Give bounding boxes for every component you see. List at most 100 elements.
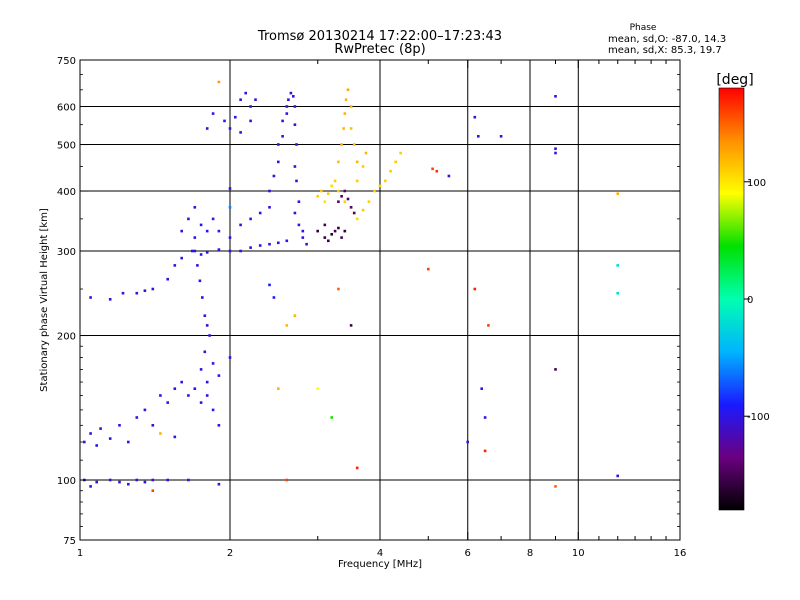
data-point (187, 394, 190, 397)
data-point (193, 387, 197, 390)
data-point (297, 223, 301, 227)
data-point (254, 98, 257, 101)
data-point (223, 119, 226, 123)
data-point (330, 233, 333, 236)
data-point (297, 200, 301, 203)
data-point (340, 143, 343, 146)
data-point (293, 123, 297, 126)
data-point (201, 296, 204, 299)
data-point (364, 151, 368, 155)
data-point (333, 229, 337, 233)
data-point (277, 387, 280, 390)
data-point (173, 387, 177, 390)
stats-line-x: mean, sd,X: 85.3, 19.7 (608, 45, 722, 56)
x-tick-label: 8 (527, 548, 533, 559)
y-axis-label: Stationary phase Virtual Height [km] (39, 208, 50, 392)
data-point (211, 112, 215, 115)
data-point (198, 279, 202, 283)
data-point (249, 217, 252, 221)
data-point (205, 251, 209, 254)
data-point (466, 440, 469, 444)
data-point (427, 267, 430, 271)
data-point (483, 449, 487, 453)
data-point (367, 200, 371, 203)
data-point (193, 236, 197, 239)
grid-lines (80, 60, 680, 540)
data-point (180, 229, 183, 233)
x-tick-label: 10 (572, 548, 585, 559)
data-point (361, 165, 365, 168)
data-point (554, 151, 557, 155)
data-point (293, 105, 297, 108)
data-point (316, 229, 319, 233)
data-point (285, 105, 289, 108)
data-point (343, 189, 347, 193)
data-point (108, 437, 112, 440)
data-point (616, 264, 619, 267)
data-point (289, 91, 293, 95)
data-point (477, 135, 480, 138)
data-point (293, 314, 297, 317)
data-point (301, 229, 305, 233)
data-point (211, 362, 215, 365)
data-point (389, 169, 392, 173)
data-point (151, 424, 155, 427)
data-point (135, 291, 139, 295)
data-point (342, 127, 345, 130)
data-point (135, 416, 139, 419)
data-point (268, 206, 271, 209)
data-point (187, 478, 190, 482)
data-point (330, 184, 333, 188)
data-point (180, 380, 183, 384)
data-point (239, 249, 242, 253)
data-point (268, 242, 271, 246)
data-point (346, 197, 350, 201)
data-point (349, 105, 353, 108)
chart-subtitle: RwPretec (8p) (334, 42, 425, 57)
data-point (159, 432, 162, 435)
y-tick-label: 100 (57, 476, 76, 487)
data-point (258, 244, 262, 247)
data-point (234, 115, 237, 119)
data-point (217, 248, 221, 251)
data-point (330, 416, 333, 419)
y-tick-label: 300 (57, 247, 76, 258)
data-point (217, 229, 221, 233)
data-point (327, 239, 330, 243)
data-point (337, 160, 340, 164)
colorbar-ticks: 100 0 -100 (744, 178, 770, 423)
data-point (287, 98, 290, 101)
colorbar-tick-label: 100 (747, 178, 766, 189)
data-point (349, 206, 353, 209)
data-point (352, 143, 356, 146)
data-point (343, 200, 347, 203)
data-point (205, 380, 209, 384)
y-tick-label: 500 (57, 141, 76, 152)
data-point (305, 242, 308, 246)
data-point (208, 334, 211, 337)
data-point (166, 401, 169, 404)
x-tick-label: 1 (77, 548, 83, 559)
data-point (473, 287, 477, 291)
data-point (166, 277, 169, 281)
data-point (143, 480, 147, 484)
data-point (249, 246, 252, 249)
data-point (268, 283, 271, 287)
data-point (83, 440, 86, 444)
data-point (127, 440, 130, 444)
data-point (343, 229, 347, 233)
data-point (118, 424, 121, 427)
data-point (340, 236, 343, 239)
data-point (293, 165, 297, 168)
data-point (473, 115, 477, 119)
data-point (554, 95, 557, 98)
data-point (384, 179, 387, 183)
data-point (180, 256, 183, 260)
data-point (483, 416, 487, 419)
data-point (337, 189, 340, 193)
data-point (228, 127, 232, 130)
data-point (89, 485, 92, 488)
data-point (258, 211, 262, 215)
data-point (151, 478, 155, 482)
